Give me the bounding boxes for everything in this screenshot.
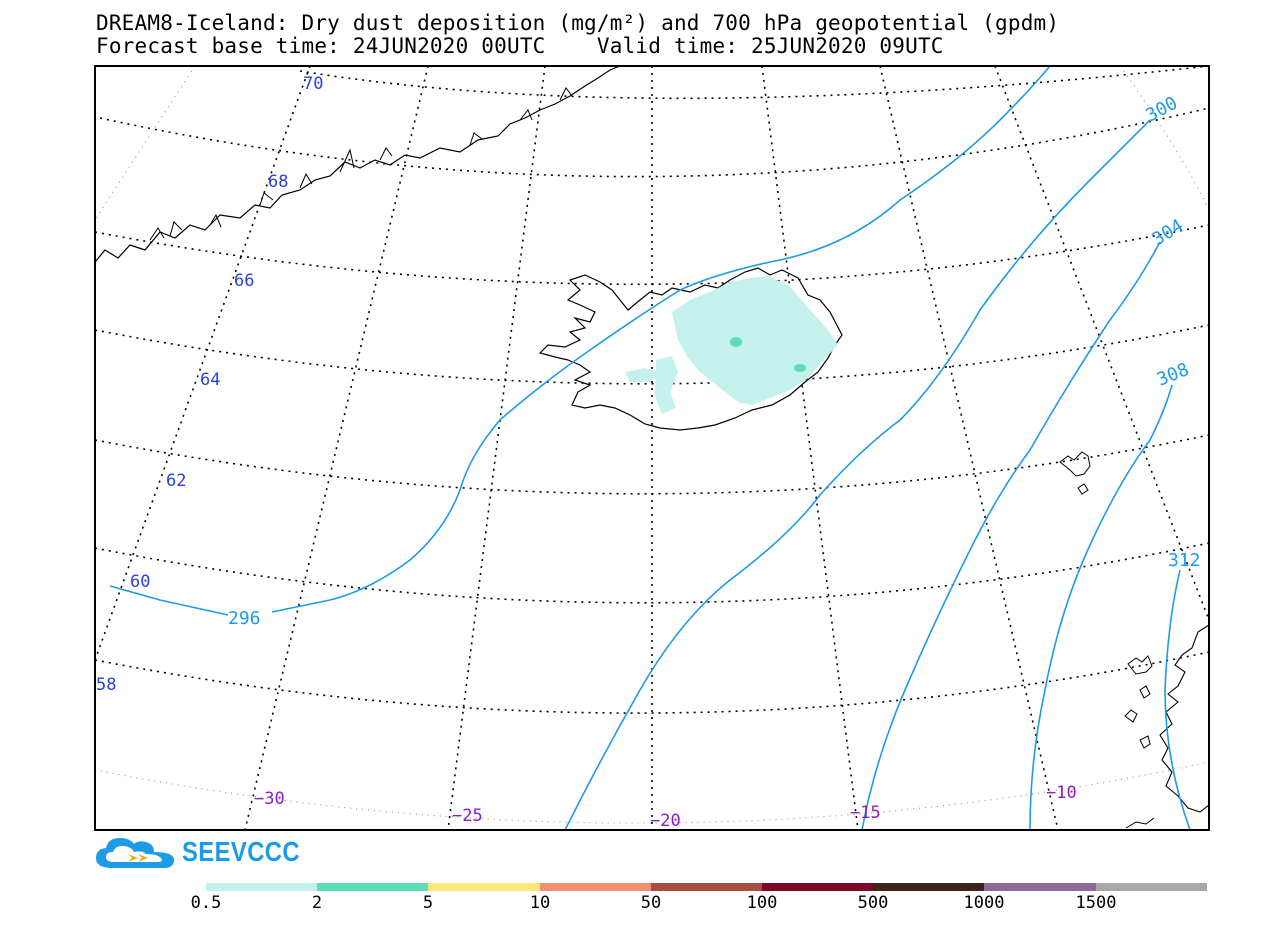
cloud-arrow-icon [96,838,174,868]
lat-label-60: 60 [130,572,150,592]
colorbar-label-3: 10 [529,893,551,913]
map-frame [94,65,1210,831]
map-subtitle: Forecast base time: 24JUN2020 00UTC Vali… [96,34,944,58]
greenland-fjords [149,87,573,241]
contour-label-308: 308 [1154,359,1192,391]
gridline-56 [95,761,1209,824]
latitude-line-68 [99,107,1209,178]
colorbar-seg-3 [539,883,651,891]
scotland-islands [1124,655,1155,829]
meridian-line-15 [761,66,859,830]
contour-304 [861,241,1161,830]
outer-gridlines [95,66,1209,824]
contour-308 [1029,384,1173,830]
colorbar [206,883,1207,891]
lon-label-10: −10 [1046,783,1077,803]
meridian-line-30 [95,66,311,661]
contour-300 [564,119,1151,830]
geopotential-contours [109,66,1191,830]
contour-312 [1164,569,1191,830]
colorbar-label-6: 500 [857,893,889,913]
seevccc-logo [96,838,174,868]
meridian-line-10 [879,66,1059,830]
contour-label-312: 312 [1168,550,1201,571]
meridian-line-25 [244,66,429,830]
dust-deposition-shading [625,276,838,414]
contour-296 [109,66,1051,616]
colorbar-seg-7 [984,883,1096,891]
deposition-region-west [625,368,660,382]
latitude-line-64 [95,324,1209,385]
colorbar-seg-4 [650,883,762,891]
gridline-edge-left [95,66,196,221]
colorbar-seg-5 [761,883,874,891]
longitude-gridlines [95,66,1209,830]
meridian-line-5 [994,66,1209,621]
deposition-spot-mid-north [730,337,742,347]
latitude-line-58 [95,651,1209,714]
latitude-line-70 [299,66,1209,100]
colorbar-seg-2 [428,883,540,891]
colorbar-label-4: 50 [640,893,662,913]
lon-label-25: −25 [452,806,483,826]
colorbar-label-2: 5 [422,893,434,913]
meridian-line-25b [447,66,546,830]
lat-label-66: 66 [234,271,254,291]
deposition-region-light [672,276,838,405]
map-title: DREAM8-Iceland: Dry dust deposition (mg/… [96,11,1060,35]
iceland-coastline [538,267,843,431]
colorbar-seg-6 [873,883,985,891]
latitude-gridlines [95,66,1209,714]
lon-label-15: −15 [850,803,881,823]
contour-label-304: 304 [1149,215,1188,250]
gridline-edge-right [1119,66,1209,211]
colorbar-label-7: 1000 [963,893,1005,913]
latitude-line-66 [95,224,1209,286]
lon-label-20: −20 [650,811,681,831]
colorbar-seg-1 [317,883,429,891]
scotland-coastline [1159,624,1209,813]
lon-label-30: −30 [254,789,285,809]
colorbar-label-0: 0.5 [190,893,222,913]
map-content [95,66,1209,830]
greenland-coastline [95,66,621,263]
colorbar-seg-8 [1095,883,1207,891]
deposition-spot-mid-east [794,364,806,372]
colorbar-seg-0 [206,883,318,891]
lat-label-68: 68 [268,172,288,192]
colorbar-label-8: 1500 [1075,893,1117,913]
lat-label-70: 70 [303,74,323,94]
colorbar-label-1: 2 [311,893,323,913]
lat-label-64: 64 [200,370,220,390]
deposition-region-south [655,356,678,414]
latitude-line-62 [95,434,1209,495]
lat-label-62: 62 [166,471,186,491]
colorbar-label-5: 100 [746,893,778,913]
latitude-line-60 [95,542,1209,604]
contour-label-296: 296 [228,608,261,629]
lat-label-58: 58 [96,675,116,695]
logo-text: SEEVCCC [182,836,301,867]
faroe-islands [1059,451,1091,495]
